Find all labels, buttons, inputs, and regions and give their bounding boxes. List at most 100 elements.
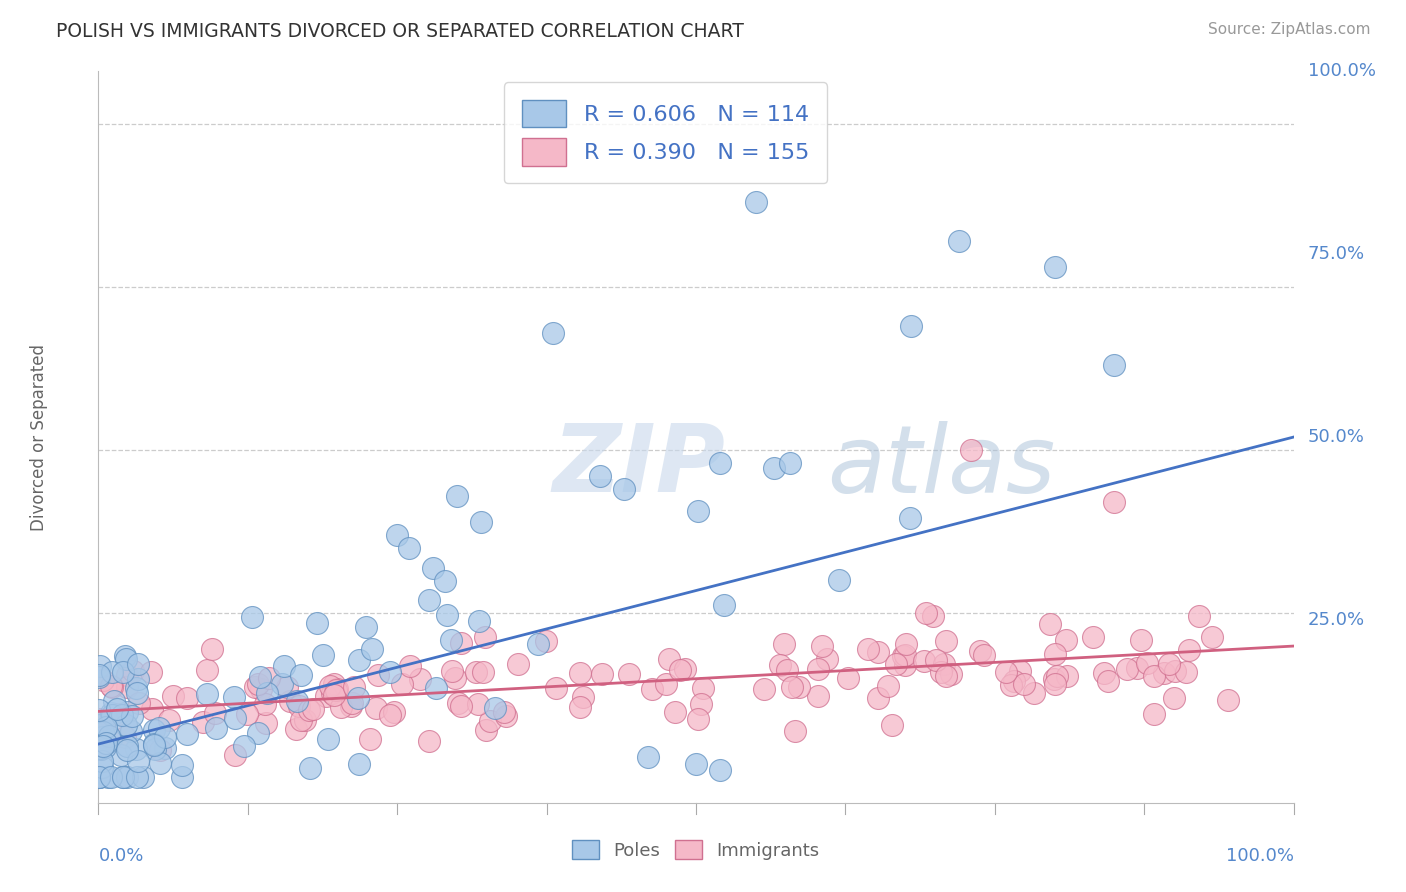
- Point: [285, 694, 308, 708]
- Point: [87, 770, 110, 784]
- Point: [425, 681, 447, 696]
- Point: [110, 747, 132, 762]
- Point: [866, 691, 889, 706]
- Point: [436, 607, 458, 622]
- Point: [232, 739, 254, 754]
- Point: [103, 694, 125, 708]
- Point: [97, 770, 120, 784]
- Text: 100.0%: 100.0%: [1226, 847, 1294, 864]
- Point: [613, 483, 636, 497]
- Point: [689, 697, 711, 711]
- Point: [157, 713, 180, 727]
- Point: [153, 741, 176, 756]
- Point: [127, 657, 149, 671]
- Point: [89, 659, 111, 673]
- Point: [495, 708, 517, 723]
- Point: [1081, 630, 1104, 644]
- Point: [779, 456, 801, 470]
- Point: [935, 669, 957, 683]
- Point: [1008, 664, 1031, 678]
- Point: [811, 639, 834, 653]
- Point: [87, 770, 110, 784]
- Legend: Poles, Immigrants: Poles, Immigrants: [565, 833, 827, 867]
- Point: [470, 515, 492, 529]
- Point: [440, 664, 463, 678]
- Point: [900, 319, 922, 334]
- Point: [780, 680, 803, 694]
- Text: ZIP: ZIP: [553, 420, 725, 512]
- Point: [285, 722, 308, 736]
- Point: [115, 770, 138, 784]
- Point: [91, 673, 114, 687]
- Point: [115, 739, 138, 753]
- Point: [637, 750, 659, 764]
- Point: [745, 194, 768, 209]
- Point: [90, 754, 112, 768]
- Point: [100, 732, 122, 747]
- Point: [359, 732, 381, 747]
- Point: [713, 598, 735, 612]
- Point: [149, 756, 172, 770]
- Point: [205, 721, 228, 735]
- Point: [948, 234, 970, 248]
- Point: [1092, 666, 1115, 681]
- Point: [224, 747, 246, 762]
- Point: [1163, 691, 1185, 706]
- Point: [222, 690, 245, 704]
- Point: [534, 634, 557, 648]
- Text: Divorced or Separated: Divorced or Separated: [30, 343, 48, 531]
- Point: [422, 560, 444, 574]
- Point: [360, 641, 382, 656]
- Point: [143, 723, 166, 737]
- Point: [1043, 677, 1066, 691]
- Point: [149, 743, 172, 757]
- Point: [815, 651, 838, 665]
- Point: [807, 690, 830, 704]
- Point: [572, 690, 595, 704]
- Point: [325, 683, 347, 698]
- Point: [142, 737, 165, 751]
- Point: [125, 742, 148, 756]
- Point: [271, 677, 294, 691]
- Point: [250, 681, 273, 696]
- Point: [783, 723, 806, 738]
- Point: [837, 671, 859, 685]
- Point: [929, 665, 952, 680]
- Point: [474, 630, 496, 644]
- Point: [201, 642, 224, 657]
- Point: [131, 770, 153, 784]
- Point: [506, 657, 529, 672]
- Point: [776, 663, 799, 677]
- Point: [90, 742, 112, 756]
- Point: [1129, 632, 1152, 647]
- Point: [1115, 662, 1137, 676]
- Point: [1000, 678, 1022, 692]
- Point: [450, 698, 472, 713]
- Point: [236, 707, 259, 722]
- Point: [1104, 358, 1126, 372]
- Point: [176, 727, 198, 741]
- Text: 0.0%: 0.0%: [98, 847, 143, 864]
- Point: [87, 712, 110, 726]
- Point: [884, 657, 907, 671]
- Point: [153, 730, 176, 744]
- Point: [478, 714, 501, 728]
- Point: [378, 665, 401, 679]
- Point: [319, 679, 342, 693]
- Point: [446, 489, 468, 503]
- Point: [1012, 677, 1035, 691]
- Point: [91, 739, 114, 754]
- Point: [973, 648, 995, 663]
- Point: [526, 637, 548, 651]
- Point: [276, 680, 298, 694]
- Point: [347, 691, 370, 706]
- Point: [89, 668, 111, 682]
- Point: [349, 652, 371, 666]
- Point: [894, 648, 917, 662]
- Point: [127, 754, 149, 768]
- Point: [114, 652, 136, 666]
- Point: [97, 710, 120, 724]
- Point: [763, 460, 786, 475]
- Point: [856, 641, 879, 656]
- Point: [1054, 632, 1077, 647]
